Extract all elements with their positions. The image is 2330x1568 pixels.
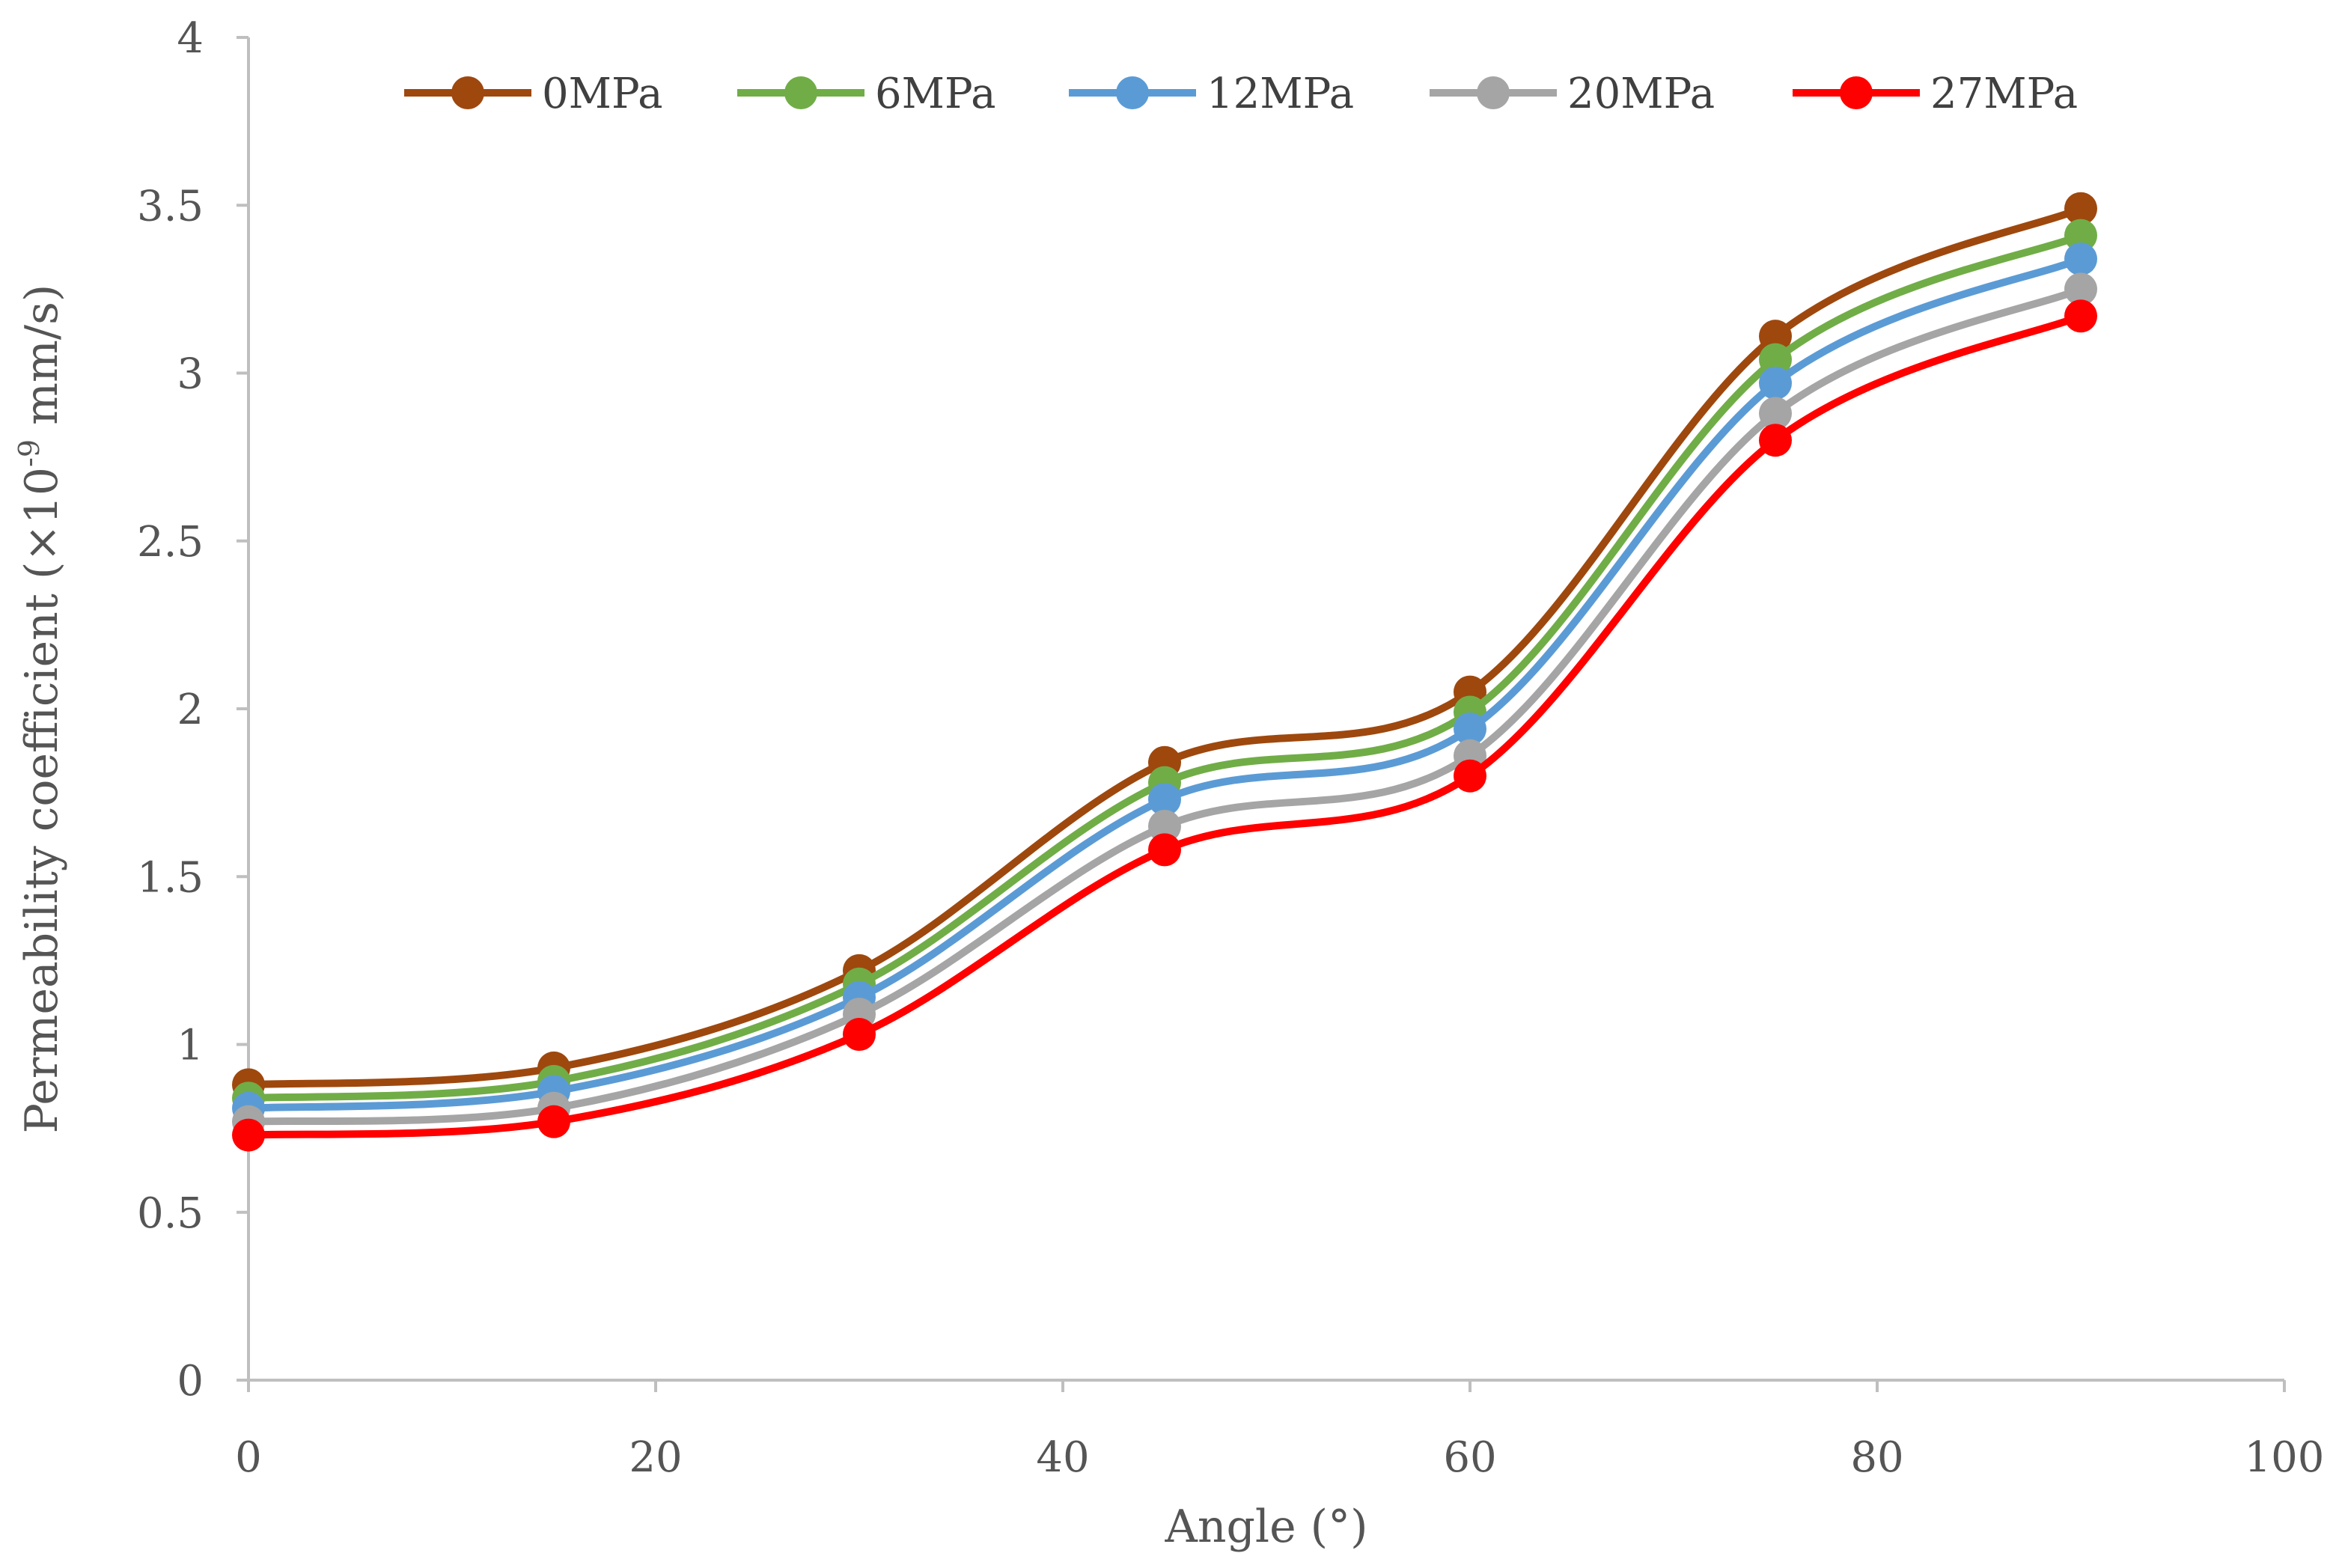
y-tick-label: 4 [177,14,204,63]
data-point [2064,219,2097,252]
data-point [2064,299,2097,333]
y-axis-title: Permeability coefficient (×10-9 mm/s) [13,284,68,1134]
x-tick-label: 0 [235,1433,262,1482]
x-tick-label: 20 [629,1433,682,1482]
legend-marker [451,76,484,109]
data-point [2064,192,2097,225]
series-27MPa [232,299,2097,1152]
data-point [1148,809,1181,843]
data-point [1148,783,1181,817]
legend-label: 12MPa [1207,70,1354,118]
series-line [248,312,2082,1139]
data-point [232,1118,265,1152]
y-tick-label: 0.5 [137,1189,204,1238]
series-12MPa [232,242,2097,1125]
legend-item-0MPa: 0MPa [404,70,663,118]
legend-label: 20MPa [1567,70,1715,118]
data-point [1759,424,1792,457]
data-point [1759,397,1792,430]
x-tick-label: 100 [2245,1433,2325,1482]
legend-label: 27MPa [1930,70,2078,118]
series-group [232,192,2097,1152]
data-point [2064,242,2097,276]
series-20MPa [232,272,2097,1138]
legend-label: 6MPa [875,70,996,118]
legend-item-6MPa: 6MPa [737,70,996,118]
legend-marker [1116,76,1149,109]
y-tick-label: 3.5 [137,182,204,231]
y-tick-label: 2.5 [137,518,204,567]
legend-marker [784,76,817,109]
x-axis-title: Angle (°) [1165,1501,1368,1553]
series-line [248,285,2082,1126]
x-tick-label: 60 [1443,1433,1496,1482]
data-point [537,1105,570,1138]
data-point [1454,712,1486,745]
x-tick-label: 80 [1850,1433,1903,1482]
data-point [1759,320,1792,353]
y-tick-label: 0 [177,1357,204,1406]
y-tick-label: 2 [177,686,204,734]
legend-marker [1840,76,1873,109]
data-point [1148,833,1181,867]
x-tick-label: 40 [1036,1433,1089,1482]
legend-item-27MPa: 27MPa [1793,70,2078,118]
series-line [248,255,2082,1112]
y-tick-label: 1.5 [137,853,204,902]
data-point [2064,272,2097,306]
data-point [843,1018,876,1052]
y-axis-title-main: Permeability coefficient (×10 [16,467,68,1133]
y-ticks: 0 0.5 1 1.5 2 2.5 3 3.5 4 [137,14,248,1406]
legend-item-20MPa: 20MPa [1430,70,1715,118]
legend-marker [1477,76,1510,109]
legend-label: 0MPa [542,70,663,118]
data-point [1759,366,1792,400]
legend-item-12MPa: 12MPa [1069,70,1354,118]
y-axis-title-exponent: -9 [13,439,46,467]
data-point [1454,759,1486,793]
legend: 0MPa 6MPa 12MPa 20MPa 27MPa [404,70,2078,118]
y-tick-label: 1 [177,1022,204,1070]
y-axis-title-unit: mm/s) [16,284,68,439]
data-point [1759,343,1792,376]
x-ticks: 0 20 40 60 80 100 [235,1380,2324,1482]
y-tick-label: 3 [177,350,204,399]
